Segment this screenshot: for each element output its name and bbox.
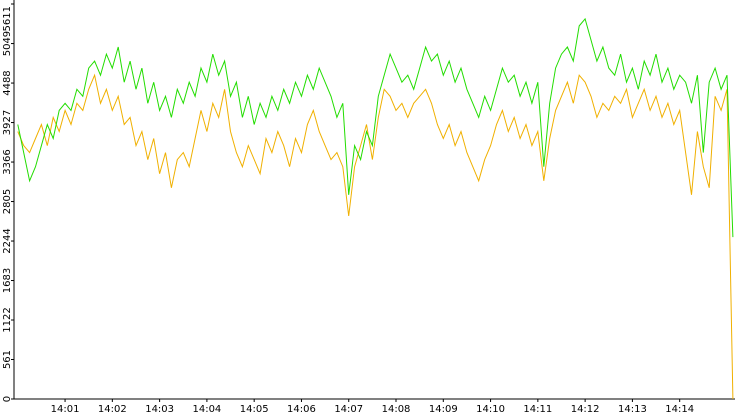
y-tick-label: 5049	[2, 31, 13, 56]
x-tick-label: 14:11	[523, 404, 552, 415]
x-tick-label: 14:05	[240, 404, 269, 415]
x-tick-label: 14:10	[476, 404, 505, 415]
series-line	[17, 17, 734, 238]
x-tick-label: 14:07	[334, 404, 363, 415]
y-tick-label: 561	[2, 350, 13, 369]
x-tick-label: 14:09	[429, 404, 458, 415]
series-line	[17, 73, 734, 400]
x-tick-label: 14:02	[98, 404, 127, 415]
x-tick-label: 14:01	[51, 404, 80, 415]
y-tick-label: 2244	[2, 228, 13, 253]
y-tick-label: 2805	[2, 189, 13, 214]
x-tick-label: 14:04	[192, 404, 221, 415]
x-tick-label: 14:06	[287, 404, 316, 415]
x-tick-label: 14:13	[618, 404, 647, 415]
y-tick-label: 1683	[2, 268, 13, 293]
y-tick-label: 1122	[2, 307, 13, 332]
y-tick-label: 5611	[2, 6, 13, 31]
x-tick-label: 14:08	[382, 404, 411, 415]
y-tick-label: 4488	[2, 70, 13, 95]
x-tick-label: 14:03	[145, 404, 174, 415]
x-tick-label: 14:14	[665, 404, 694, 415]
y-tick-label: 0	[2, 396, 13, 402]
y-tick-label: 3366	[2, 149, 13, 174]
x-tick-label: 14:12	[571, 404, 600, 415]
y-tick-label: 3927	[2, 110, 13, 135]
